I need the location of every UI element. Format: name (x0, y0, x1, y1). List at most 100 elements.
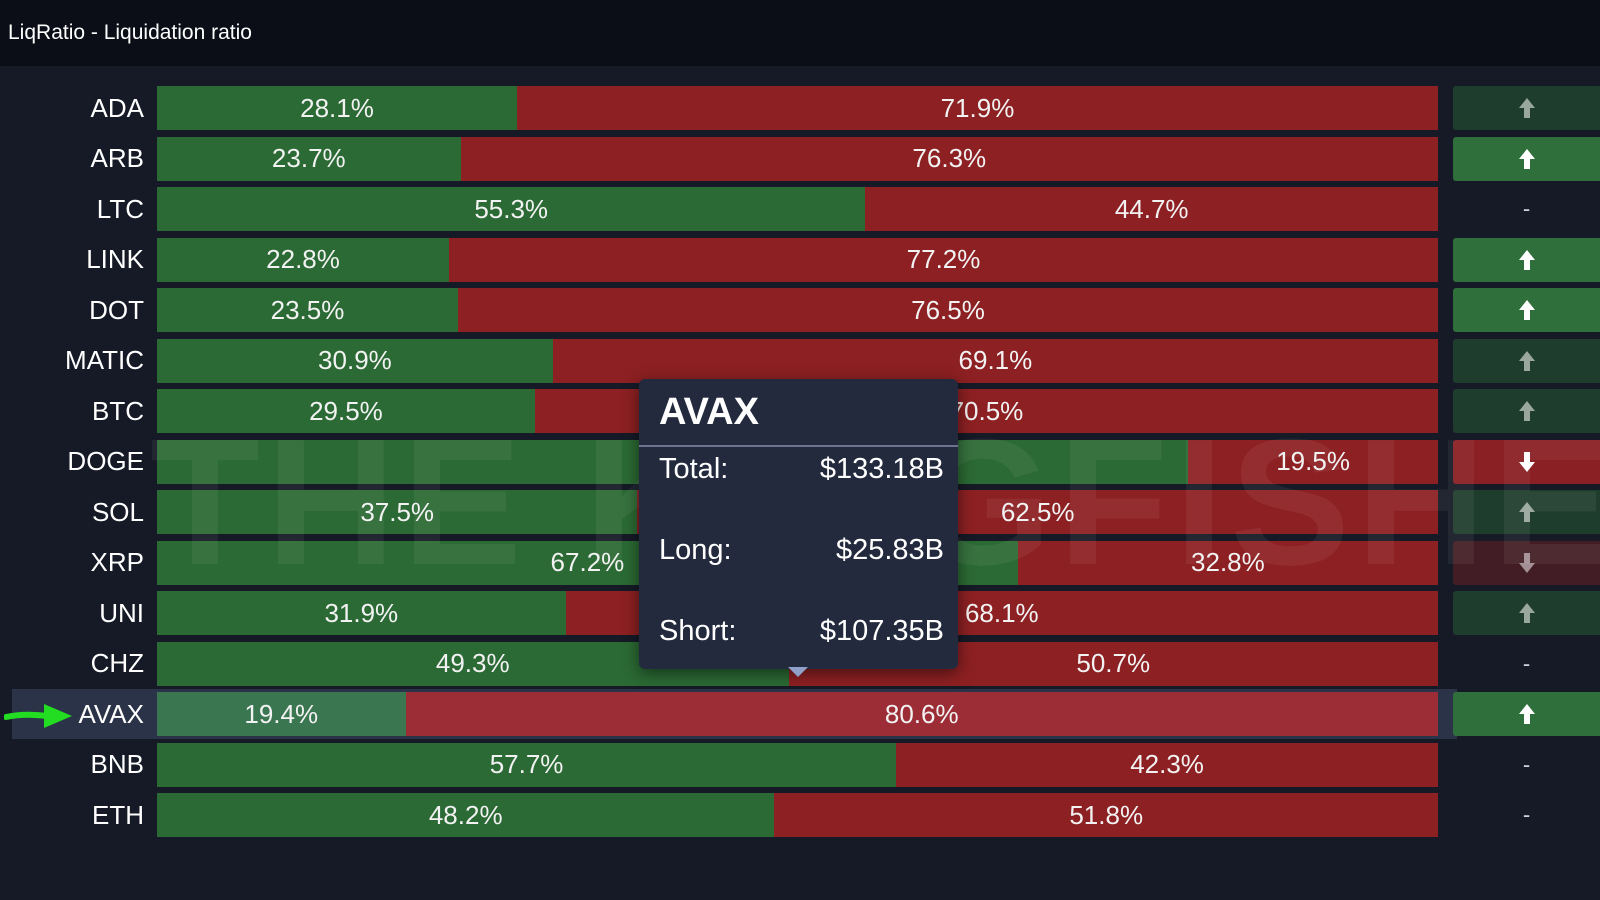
no-trend-dash: - (1522, 196, 1531, 221)
long-segment[interactable]: 29.5% (157, 389, 535, 433)
tooltip-total-label: Total: (659, 452, 729, 485)
ratio-bar[interactable]: 48.2% 51.8% (157, 793, 1438, 837)
short-percent: 32.8% (1191, 547, 1265, 577)
trend-indicator (1453, 439, 1600, 484)
green-pointer-arrow-icon (4, 704, 72, 728)
asset-symbol: MATIC (65, 345, 144, 375)
asset-symbol: ADA (90, 92, 144, 123)
long-percent: 31.9% (324, 597, 399, 628)
trend-indicator (1453, 237, 1600, 282)
up-arrow-icon (1518, 502, 1535, 522)
asset-row-bnb[interactable]: BNB 57.7% 42.3% - (0, 742, 1600, 787)
asset-row-ada[interactable]: ADA 28.1% 71.9% (0, 86, 1600, 130)
up-arrow-icon (1518, 401, 1535, 421)
short-percent: 50.7% (1076, 648, 1151, 678)
asset-row-link[interactable]: LINK 22.8% 77.2% (0, 237, 1600, 282)
short-segment[interactable]: 32.8% (1017, 540, 1438, 585)
asset-symbol: BTC (92, 395, 144, 426)
ratio-bar[interactable]: 22.8% 77.2% (157, 237, 1438, 282)
long-segment[interactable]: 28.1% (157, 86, 517, 130)
trend-indicator (1453, 591, 1600, 635)
short-percent: 68.1% (964, 597, 1039, 628)
long-percent: 48.2% (428, 799, 503, 830)
no-trend-dash: - (1522, 802, 1531, 827)
ratio-bar[interactable]: 19.4% 80.6% (157, 692, 1438, 736)
long-segment[interactable]: 57.7% (157, 742, 897, 787)
trend-indicator (1453, 490, 1600, 534)
trend-indicator (1453, 136, 1600, 181)
short-percent: 51.8% (1069, 799, 1144, 830)
long-segment[interactable]: 22.8% (157, 237, 450, 282)
asset-symbol: BNB (90, 749, 144, 779)
asset-symbol: LINK (86, 244, 144, 274)
trend-indicator (1453, 288, 1600, 332)
short-segment[interactable]: 77.2% (449, 237, 1438, 282)
short-segment[interactable]: 76.3% (460, 136, 1438, 181)
asset-row-dot[interactable]: DOT 23.5% 76.5% (0, 288, 1600, 332)
long-percent: 55.3% (474, 193, 549, 224)
long-segment[interactable]: 30.9% (157, 338, 553, 383)
long-segment[interactable]: 23.7% (157, 136, 461, 181)
long-segment[interactable]: 37.5% (157, 490, 638, 534)
ratio-bar[interactable]: 23.7% 76.3% (157, 136, 1438, 181)
short-percent: 71.9% (940, 92, 1015, 123)
short-segment[interactable]: 71.9% (516, 86, 1438, 130)
up-arrow-icon (1518, 300, 1535, 320)
tooltip-long-label: Long: (659, 533, 732, 566)
short-percent: 80.6% (884, 698, 959, 729)
ratio-bar[interactable]: 28.1% 71.9% (157, 86, 1438, 130)
page-title: LiqRatio - Liquidation ratio (8, 21, 252, 44)
short-segment[interactable]: 44.7% (865, 187, 1438, 231)
short-segment[interactable]: 80.6% (405, 692, 1438, 736)
tooltip-total-row: Total: $133.18B (659, 449, 944, 489)
trend-indicator (1453, 86, 1600, 130)
short-segment[interactable]: 19.5% (1188, 439, 1438, 484)
tooltip-short-row: Short: $107.35B (659, 611, 944, 651)
no-trend-dash: - (1522, 650, 1531, 676)
short-percent: 77.2% (906, 244, 981, 274)
long-percent: 30.9% (318, 345, 392, 375)
up-arrow-icon (1518, 148, 1535, 169)
up-arrow-icon (1518, 98, 1535, 118)
asset-symbol: ETH (92, 799, 144, 830)
up-arrow-icon (1518, 603, 1535, 623)
short-percent: 44.7% (1114, 193, 1189, 224)
tooltip-caret (788, 667, 808, 677)
short-segment[interactable]: 69.1% (552, 338, 1438, 383)
trend-indicator: - (1453, 743, 1600, 787)
long-segment[interactable]: 48.2% (157, 793, 775, 837)
avax-tooltip: AVAX Total: $133.18B Long: $25.83B Short… (639, 379, 958, 677)
asset-symbol: DOGE (67, 446, 144, 476)
short-segment[interactable]: 51.8% (774, 793, 1438, 837)
long-segment[interactable]: 31.9% (157, 591, 566, 635)
short-percent: 42.3% (1130, 749, 1204, 779)
ratio-bar[interactable]: 57.7% 42.3% (157, 742, 1438, 787)
asset-row-ltc[interactable]: LTC 55.3% 44.7% - (0, 187, 1600, 231)
down-arrow-icon (1518, 451, 1535, 472)
trend-indicator: - (1453, 187, 1600, 231)
trend-indicator: - (1453, 793, 1600, 837)
ratio-bar[interactable]: 55.3% 44.7% (157, 187, 1438, 231)
long-percent: 57.7% (489, 749, 564, 779)
asset-row-arb[interactable]: ARB 23.7% 76.3% (0, 136, 1600, 181)
ratio-bar[interactable]: 30.9% 69.1% (157, 338, 1438, 383)
long-segment[interactable]: 19.4% (157, 692, 406, 736)
tooltip-total-value: $133.18B (819, 452, 944, 485)
short-segment[interactable]: 76.5% (458, 288, 1438, 332)
long-percent: 19.4% (244, 698, 319, 729)
asset-symbol: CHZ (90, 648, 144, 678)
asset-row-matic[interactable]: MATIC 30.9% 69.1% (0, 338, 1600, 383)
long-percent: 37.5% (360, 496, 435, 527)
asset-symbol: LTC (96, 193, 144, 224)
short-segment[interactable]: 42.3% (896, 742, 1438, 787)
long-percent: 67.2% (550, 547, 625, 577)
long-segment[interactable]: 23.5% (157, 288, 459, 332)
asset-symbol: ARB (90, 143, 144, 173)
asset-row-avax[interactable]: AVAX 19.4% 80.6% (0, 689, 1600, 739)
short-percent: 19.5% (1276, 446, 1350, 476)
ratio-bar[interactable]: 23.5% 76.5% (157, 288, 1438, 332)
up-arrow-icon (1518, 249, 1535, 270)
long-segment[interactable]: 55.3% (157, 187, 866, 231)
asset-row-eth[interactable]: ETH 48.2% 51.8% - (0, 793, 1600, 837)
